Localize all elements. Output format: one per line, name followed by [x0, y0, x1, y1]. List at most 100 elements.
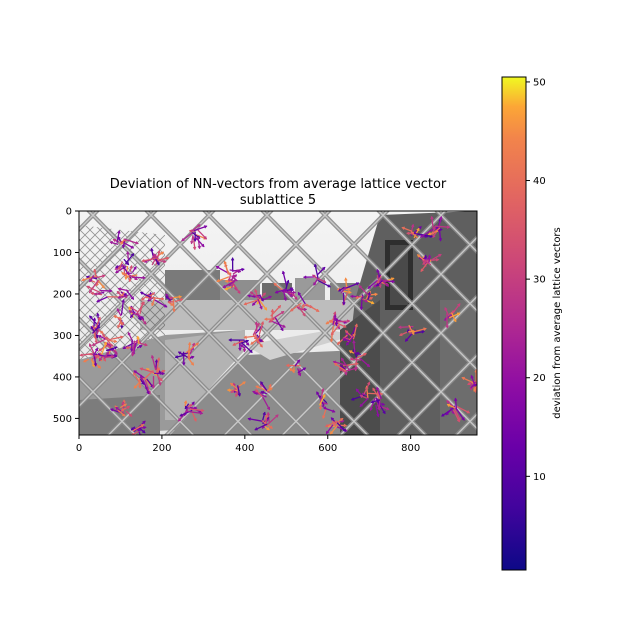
nn-vector	[133, 427, 141, 432]
nn-vector-head	[282, 324, 286, 328]
nn-vector-head	[233, 274, 238, 278]
vector-cluster	[128, 301, 147, 325]
nn-vector-head	[369, 296, 374, 301]
nn-vector-head	[329, 431, 334, 435]
nn-vector-head	[121, 244, 126, 249]
nn-vector-head	[461, 376, 465, 381]
nn-vector-head	[275, 414, 279, 418]
nn-vector-head	[243, 302, 248, 306]
nn-vector-head	[301, 303, 305, 308]
nn-vector-head	[232, 342, 236, 346]
nn-vector-head	[116, 308, 120, 312]
nn-vector-head	[355, 282, 360, 286]
nn-vector-head	[146, 391, 150, 395]
colorbar-tick-label: 10	[533, 472, 546, 483]
nn-vector-head	[411, 223, 415, 228]
nn-vector	[155, 359, 158, 371]
nn-vector-head	[156, 357, 161, 361]
x-tick-label: 200	[152, 443, 171, 454]
nn-vector-head	[284, 288, 288, 292]
nn-vector-head	[255, 385, 259, 389]
nn-vector	[359, 397, 369, 407]
nn-vector	[401, 226, 413, 232]
nn-vector-head	[412, 329, 416, 334]
nn-vector-head	[378, 284, 382, 288]
y-tick-label: 500	[53, 414, 72, 425]
nn-vector	[444, 313, 453, 321]
nn-vector-head	[344, 372, 348, 376]
vector-cluster	[290, 291, 320, 317]
nn-vector	[185, 342, 199, 353]
nn-vector	[131, 340, 136, 357]
nn-vector-head	[422, 261, 426, 265]
nn-vector	[338, 286, 345, 292]
nn-vector-head	[427, 254, 432, 258]
y-axis: 0 100 200 300 400 500	[53, 207, 79, 425]
nn-vector-head	[352, 339, 356, 344]
nn-vector-head	[112, 238, 117, 242]
nn-vector	[175, 354, 185, 358]
nn-vector	[138, 426, 146, 434]
nn-vector-head	[398, 325, 402, 329]
nn-vector	[453, 407, 461, 421]
nn-vector	[253, 334, 263, 348]
vector-cluster	[243, 288, 272, 311]
nn-vector-head	[89, 278, 93, 283]
y-tick-label: 0	[66, 207, 72, 218]
nn-vector	[132, 424, 144, 432]
nn-vector	[121, 272, 131, 279]
nn-vector-head	[150, 354, 155, 359]
nn-vector	[138, 431, 141, 435]
nn-vector-head	[260, 381, 264, 385]
nn-vector-head	[216, 279, 220, 283]
nn-vector	[89, 275, 95, 283]
nn-vector	[98, 280, 105, 289]
nn-vector	[317, 280, 331, 288]
nn-vector-head	[129, 265, 133, 269]
nn-vector-head	[160, 251, 165, 255]
nn-vector-head	[280, 327, 284, 332]
nn-vector-head	[178, 295, 182, 299]
nn-vector-head	[138, 385, 142, 389]
nn-vector-head	[367, 290, 371, 295]
nn-vector-head	[119, 322, 124, 326]
nn-vector-head	[199, 411, 204, 415]
nn-vector-head	[374, 292, 378, 297]
nn-vector-head	[325, 321, 329, 325]
nn-vector-head	[126, 271, 130, 276]
nn-vector	[261, 411, 266, 423]
nn-vector-head	[111, 354, 115, 359]
y-tick-label: 100	[53, 248, 72, 259]
nn-vector	[376, 275, 382, 285]
nn-vector	[139, 434, 142, 435]
nn-vector-head	[237, 269, 242, 273]
nn-vector-head	[404, 338, 409, 342]
nn-vector-head	[121, 272, 125, 276]
nn-vector-head	[130, 314, 134, 318]
nn-vector-head	[262, 292, 266, 296]
nn-vector-head	[141, 259, 145, 263]
nn-vector	[376, 280, 383, 287]
nn-vector	[132, 339, 138, 356]
nn-vector-head	[349, 357, 354, 361]
nn-vector	[314, 263, 319, 279]
nn-vector-head	[330, 332, 334, 336]
nn-vector-head	[366, 363, 371, 368]
nn-vector-head	[115, 265, 119, 269]
nn-vector-head	[430, 215, 434, 220]
nn-vector-head	[478, 379, 480, 381]
nn-vector-head	[161, 371, 165, 376]
nn-vector-head	[193, 418, 197, 422]
nn-vector	[216, 276, 230, 282]
nn-vector-head	[161, 369, 166, 374]
nn-vector-head	[370, 400, 374, 404]
nn-vector-head	[188, 229, 193, 233]
nn-vector	[103, 351, 110, 359]
nn-vector-head	[88, 343, 93, 347]
nn-vector	[232, 283, 241, 294]
nn-vector-head	[302, 367, 307, 371]
nn-vector	[298, 306, 306, 317]
vector-cluster	[226, 381, 246, 398]
nn-vector	[197, 229, 207, 240]
nn-vector	[431, 227, 441, 235]
